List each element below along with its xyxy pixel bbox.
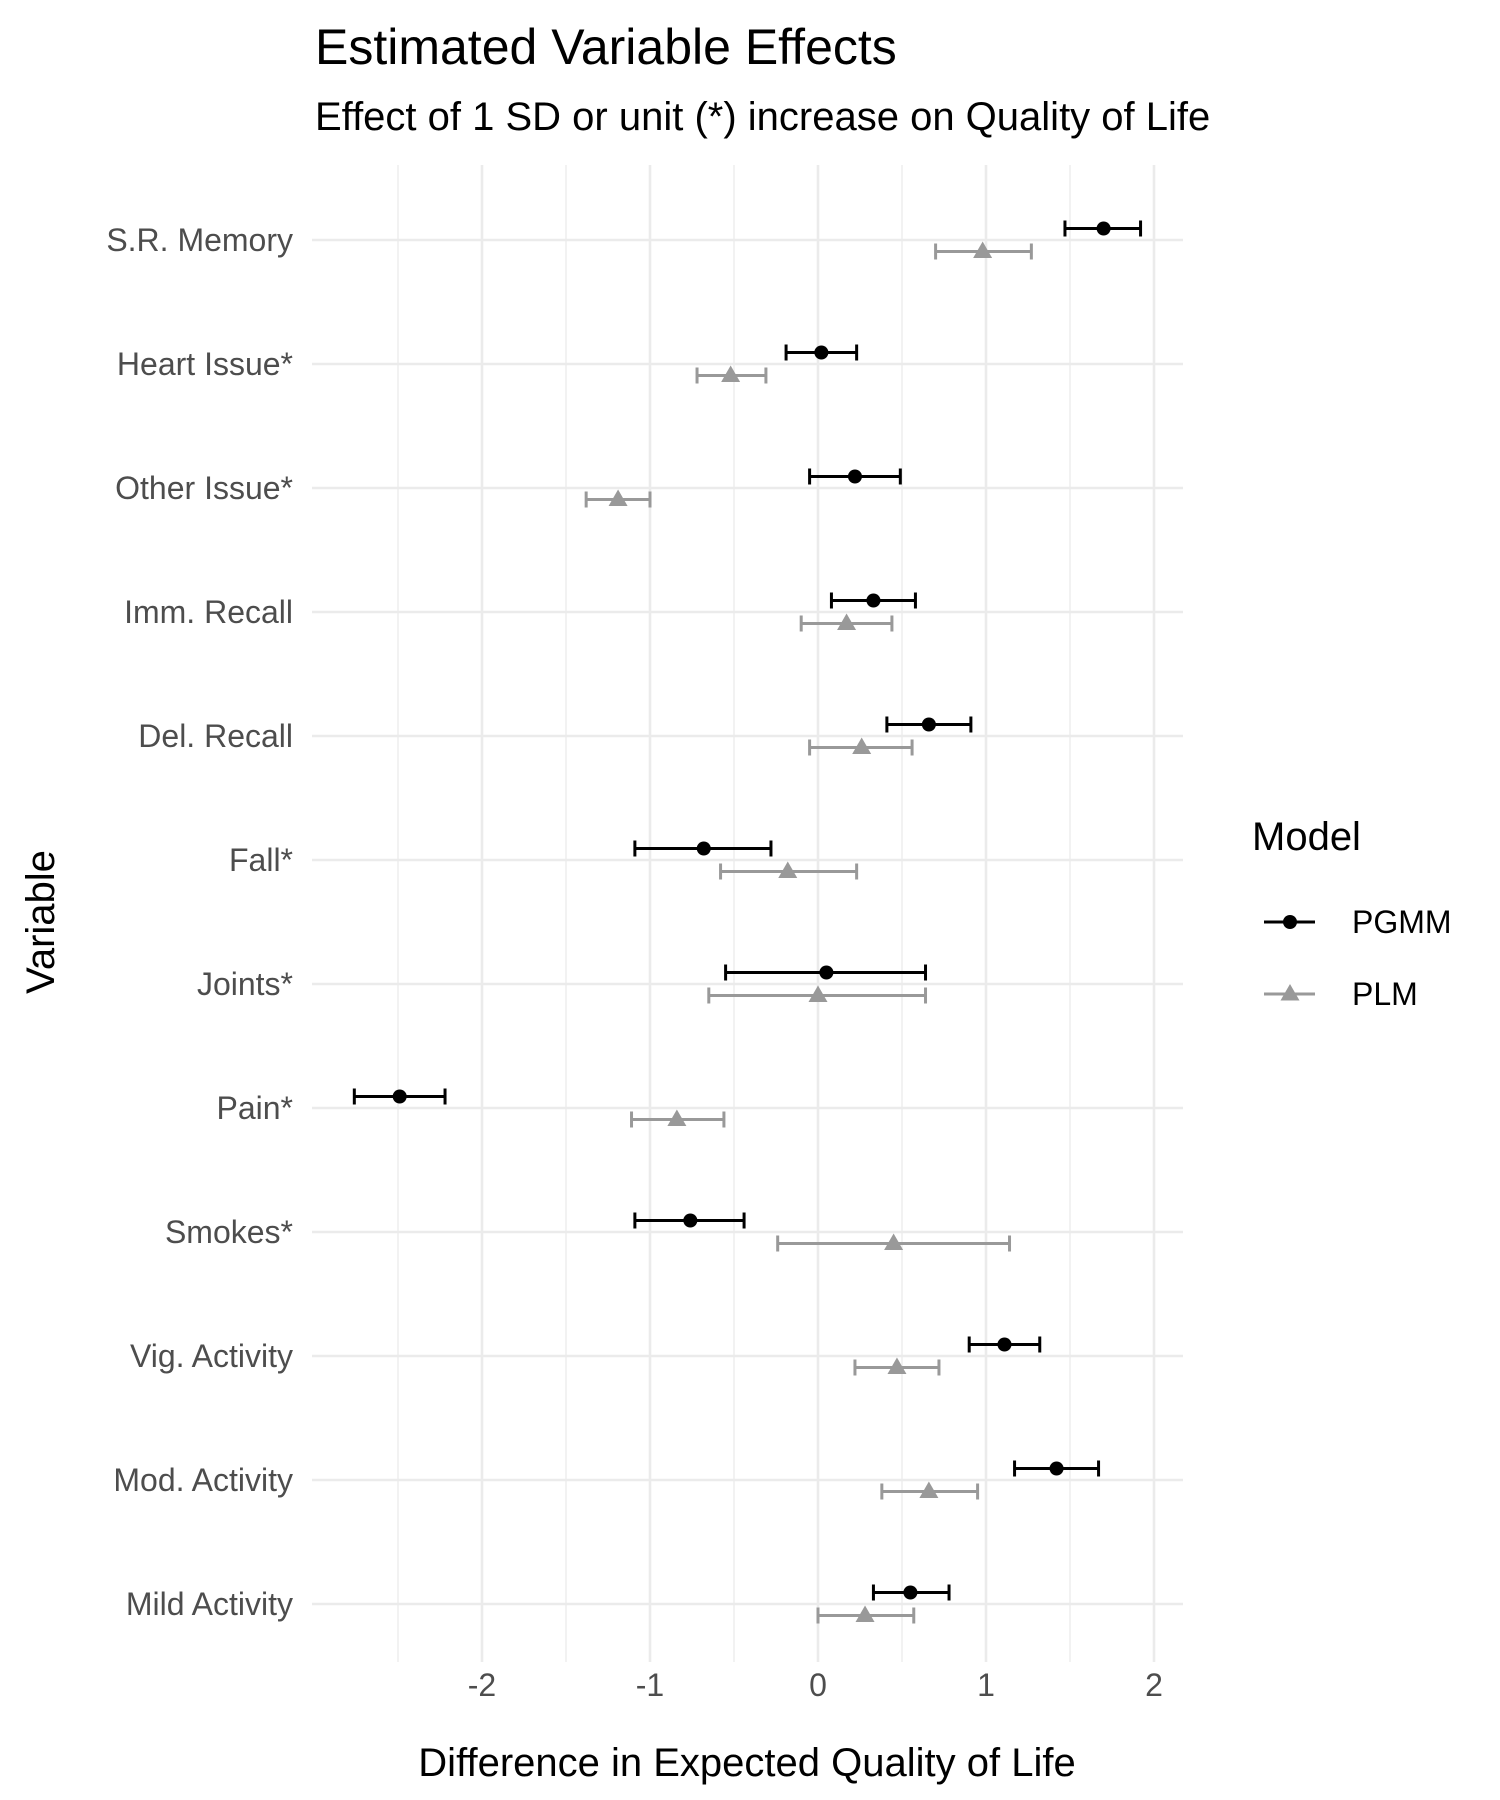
pgmm-point [1049, 1461, 1064, 1476]
y-axis-title: Variable [19, 850, 63, 994]
y-tick-label: Smokes* [165, 1214, 293, 1250]
legend-item-plm: PLM [1264, 976, 1418, 1012]
pgmm-point [819, 965, 834, 980]
x-tick-label: 2 [1145, 1667, 1163, 1703]
x-tick-label: 0 [809, 1667, 827, 1703]
plm-point [919, 1481, 939, 1498]
y-tick-label: Other Issue* [115, 470, 293, 506]
plm-point [852, 737, 872, 754]
pgmm-point [921, 717, 936, 732]
plm-point [778, 861, 798, 878]
legend-label-plm: PLM [1352, 976, 1418, 1012]
y-tick-label: Pain* [217, 1090, 294, 1126]
pgmm-point [392, 1089, 407, 1104]
legend-title: Model [1252, 815, 1361, 859]
legend-key-point-pgmm [1283, 915, 1297, 929]
x-tick-label: 1 [977, 1667, 995, 1703]
y-tick-label: S.R. Memory [106, 222, 293, 258]
pgmm-errorbar-group [967, 1336, 1042, 1353]
plm-point [608, 489, 628, 506]
plm-errorbar-group [934, 241, 1033, 260]
pgmm-errorbar-group [784, 344, 859, 361]
plm-point [887, 1357, 907, 1374]
x-axis-title: Difference in Expected Quality of Life [418, 1741, 1075, 1785]
pgmm-point [866, 593, 881, 608]
pgmm-errorbar-group [808, 468, 902, 485]
grid-layer [312, 165, 1183, 1662]
plm-errorbar-group [584, 489, 652, 508]
plm-errorbar-group [808, 737, 914, 756]
chart-title: Estimated Variable Effects [315, 19, 897, 75]
pgmm-errorbar-group [1063, 220, 1143, 237]
pgmm-errorbar-group [633, 1212, 746, 1229]
y-tick-label: Imm. Recall [124, 594, 293, 630]
pgmm-errorbar-group [871, 1584, 951, 1601]
legend-items: PGMM PLM [1264, 904, 1452, 1012]
legend-key-point-plm [1280, 984, 1300, 1001]
y-tick-label: Vig. Activity [130, 1338, 293, 1374]
plm-point [667, 1109, 687, 1126]
y-tick-label: Fall* [229, 842, 293, 878]
pgmm-point [847, 469, 862, 484]
y-tick-label: Mild Activity [126, 1586, 293, 1622]
pgmm-point [683, 1213, 698, 1228]
pgmm-point [903, 1585, 918, 1600]
plm-errorbar-group [853, 1357, 941, 1376]
legend: Model PGMM PLM [1252, 815, 1452, 1012]
x-tick-labels: -2 -1 0 1 2 [468, 1667, 1163, 1703]
pgmm-point [997, 1337, 1012, 1352]
marks-layer [352, 220, 1143, 1624]
pgmm-errorbar-group [829, 592, 917, 609]
x-tick-label: -1 [636, 1667, 664, 1703]
legend-item-pgmm: PGMM [1264, 904, 1452, 940]
pgmm-errorbar-group [633, 840, 773, 857]
y-tick-label: Heart Issue* [117, 346, 293, 382]
y-tick-label: Del. Recall [138, 718, 293, 754]
plm-point [973, 241, 993, 258]
legend-label-pgmm: PGMM [1352, 904, 1452, 940]
x-tick-label: -2 [468, 1667, 496, 1703]
plm-errorbar-group [799, 613, 894, 632]
plm-errorbar-group [719, 861, 859, 880]
pgmm-errorbar-group [724, 964, 928, 981]
pgmm-errorbar-group [885, 716, 973, 733]
plm-errorbar-group [695, 365, 768, 384]
plm-point [808, 985, 828, 1002]
pgmm-point [814, 345, 829, 360]
plm-errorbar-group [630, 1109, 726, 1128]
y-tick-labels: S.R. Memory Heart Issue* Other Issue* Imm. … [106, 222, 293, 1622]
chart-subtitle: Effect of 1 SD or unit (*) increase on Q… [315, 95, 1210, 139]
y-tick-label: Mod. Activity [113, 1462, 293, 1498]
pgmm-errorbar-group [1013, 1460, 1101, 1477]
plm-errorbar-group [880, 1481, 980, 1500]
plm-point [837, 613, 857, 630]
plm-errorbar-group [707, 985, 928, 1004]
pgmm-errorbar-group [352, 1088, 447, 1105]
y-tick-label: Joints* [197, 966, 293, 1002]
plm-point [855, 1605, 875, 1622]
pgmm-point [696, 841, 711, 856]
plm-errorbar-group [776, 1233, 1012, 1252]
plm-point [721, 365, 741, 382]
plm-point [884, 1233, 904, 1250]
plm-errorbar-group [816, 1605, 916, 1624]
pgmm-point [1096, 221, 1111, 236]
